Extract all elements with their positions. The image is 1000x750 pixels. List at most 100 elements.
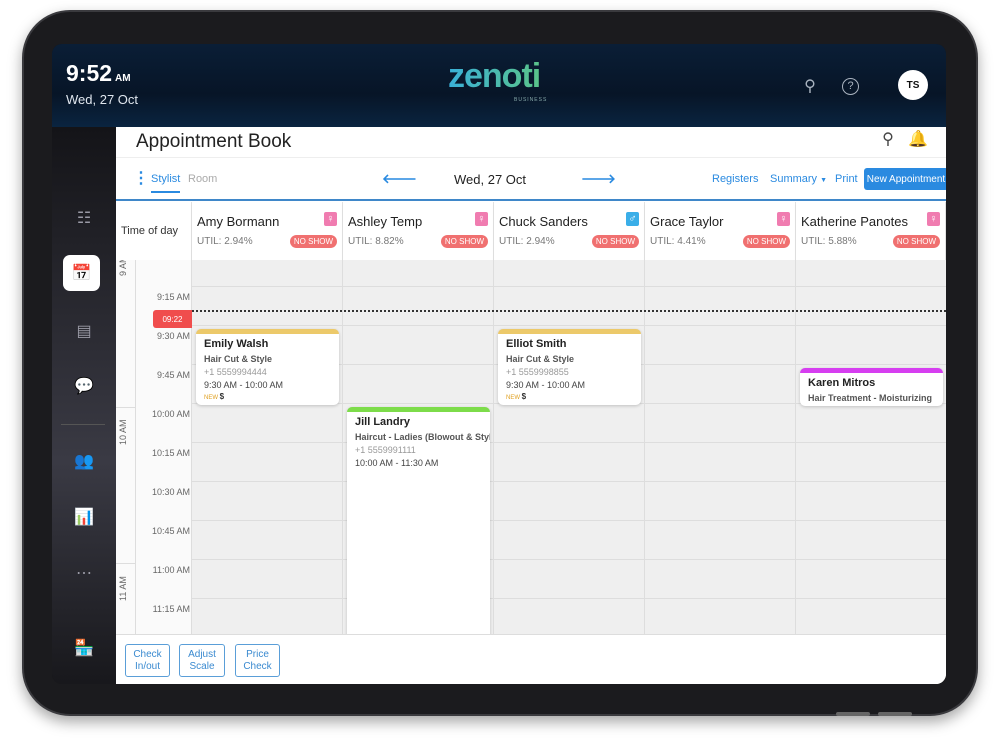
hour-divider bbox=[116, 407, 136, 408]
utilization: UTIL: 2.94% bbox=[197, 236, 253, 247]
male-icon: ♂ bbox=[626, 212, 639, 226]
check-in-out-button[interactable]: Check In/out bbox=[125, 644, 170, 677]
slot-line bbox=[192, 520, 946, 521]
new-client-badge: NEW $ bbox=[204, 392, 339, 401]
client-name: Jill Landry bbox=[355, 416, 411, 428]
search-icon[interactable]: ⚲ bbox=[804, 78, 816, 95]
store-icon[interactable]: 🏪 bbox=[74, 640, 94, 657]
caret-down-icon: ▼ bbox=[820, 177, 828, 184]
new-client-badge: NEW $ bbox=[506, 392, 641, 401]
appointment-time: 10:00 AM - 11:30 AM bbox=[355, 458, 439, 468]
zenoti-logo: zenoti bbox=[448, 57, 541, 95]
service-name: Hair Treatment - Moisturizing bbox=[808, 393, 933, 403]
hour-divider bbox=[116, 563, 136, 564]
search-icon[interactable]: ⚲ bbox=[882, 131, 894, 148]
no-show-badge[interactable]: NO SHOW bbox=[440, 235, 488, 248]
time-slot-label: 9:15 AM bbox=[156, 292, 190, 302]
slot-line bbox=[192, 442, 946, 443]
hour-strip bbox=[116, 260, 136, 634]
no-show-badge[interactable]: NO SHOW bbox=[289, 235, 337, 248]
summary-dropdown[interactable]: Summary ▼ bbox=[770, 173, 827, 185]
appointment-card[interactable]: Emily Walsh Hair Cut & Style +1 555999444… bbox=[196, 329, 339, 405]
new-appointment-button[interactable]: New Appointment bbox=[864, 168, 946, 190]
registers-link[interactable]: Registers bbox=[712, 173, 759, 185]
time-slot-label: 11:15 AM bbox=[152, 604, 190, 614]
slot-line bbox=[192, 325, 946, 326]
female-icon: ♀ bbox=[927, 212, 940, 226]
hour-label: 11 AM bbox=[118, 576, 128, 601]
guests-icon[interactable]: 👥 bbox=[74, 453, 94, 470]
slot-line bbox=[192, 559, 946, 560]
appointment-card[interactable]: Karen Mitros Hair Treatment - Moisturizi… bbox=[800, 368, 943, 406]
reports-icon[interactable]: 📊 bbox=[74, 509, 94, 526]
help-icon[interactable]: ? bbox=[842, 78, 859, 95]
stylist-column[interactable] bbox=[192, 260, 343, 634]
no-show-badge[interactable]: NO SHOW bbox=[892, 235, 940, 248]
slot-line bbox=[192, 286, 946, 287]
stylist-column[interactable] bbox=[494, 260, 645, 634]
stylist-column[interactable] bbox=[796, 260, 946, 634]
page-title: Appointment Book bbox=[136, 131, 292, 152]
stylist-column-header[interactable]: Grace Taylor UTIL: 4.41% ♀ NO SHOW bbox=[645, 202, 796, 260]
service-name: Hair Cut & Style bbox=[204, 354, 273, 364]
time-slot-label: 10:45 AM bbox=[151, 526, 190, 536]
price-indicator: $ bbox=[521, 392, 527, 401]
time-slot-label: 11:00 AM bbox=[152, 565, 190, 575]
main-panel: Appointment Book ⚲ 🔔 ⋮ Stylist Room 🡐 We… bbox=[116, 127, 946, 684]
appointment-card[interactable]: Elliot Smith Hair Cut & Style +1 55599988… bbox=[498, 329, 641, 405]
toolbar: ⋮ Stylist Room 🡐 Wed, 27 Oct 🡒 Registers… bbox=[116, 157, 946, 201]
stylist-column[interactable] bbox=[645, 260, 796, 634]
appointment-card[interactable]: Jill Landry Haircut - Ladies (Blowout & … bbox=[347, 407, 490, 634]
avatar[interactable]: TS bbox=[898, 70, 928, 100]
utilization: UTIL: 8.82% bbox=[348, 236, 404, 247]
client-phone: +1 5559998855 bbox=[506, 367, 569, 377]
summary-label: Summary bbox=[770, 173, 818, 185]
time-slot-label: 10:30 AM bbox=[151, 487, 190, 497]
calendar-icon[interactable]: 📅 bbox=[63, 255, 100, 291]
stylist-column-header[interactable]: Ashley Temp UTIL: 8.82% ♀ NO SHOW bbox=[343, 202, 494, 260]
more-icon[interactable]: ⋯ bbox=[76, 565, 92, 582]
prev-day-arrow-icon[interactable]: 🡐 bbox=[382, 171, 417, 186]
time-slot-label: 10:15 AM bbox=[151, 448, 190, 458]
device-button bbox=[836, 712, 870, 716]
print-link[interactable]: Print bbox=[835, 173, 858, 185]
price-indicator: $ bbox=[219, 392, 225, 401]
clock: 9:52 AM bbox=[66, 60, 131, 92]
sidebar: ☷ 📅 ▤ 💬 👥 📊 ⋯ 🏪 bbox=[52, 127, 116, 684]
tab-room[interactable]: Room bbox=[188, 173, 218, 185]
time-slot-label: 9:45 AM bbox=[156, 370, 190, 380]
dashboard-icon[interactable]: ☷ bbox=[76, 210, 92, 227]
price-check-button[interactable]: Price Check bbox=[235, 644, 280, 677]
slot-line bbox=[192, 481, 946, 482]
appointment-time: 9:30 AM - 10:00 AM bbox=[506, 380, 586, 390]
current-date[interactable]: Wed, 27 Oct bbox=[454, 172, 527, 187]
utilization: UTIL: 5.88% bbox=[801, 236, 857, 247]
bell-icon[interactable]: 🔔 bbox=[908, 131, 928, 148]
tab-stylist[interactable]: Stylist bbox=[151, 173, 181, 193]
device-button bbox=[878, 712, 912, 716]
no-show-badge[interactable]: NO SHOW bbox=[742, 235, 790, 248]
next-day-arrow-icon[interactable]: 🡒 bbox=[581, 171, 616, 186]
bottom-bar: Check In/out Adjust Scale Price Check bbox=[116, 634, 946, 684]
clock-time: 9:52 bbox=[66, 60, 113, 86]
status-date: Wed, 27 Oct bbox=[66, 92, 139, 107]
female-icon: ♀ bbox=[324, 212, 337, 226]
utilization: UTIL: 2.94% bbox=[499, 236, 555, 247]
female-icon: ♀ bbox=[475, 212, 488, 226]
slot-line bbox=[192, 598, 946, 599]
chat-icon[interactable]: 💬 bbox=[74, 378, 94, 395]
stylist-column-header[interactable]: Katherine Panotes UTIL: 5.88% ♀ NO SHOW bbox=[796, 202, 946, 260]
kebab-menu-icon[interactable]: ⋮ bbox=[133, 170, 149, 187]
new-label: NEW bbox=[204, 395, 218, 401]
no-show-badge[interactable]: NO SHOW bbox=[591, 235, 639, 248]
adjust-scale-button[interactable]: Adjust Scale bbox=[179, 644, 225, 677]
current-time-line bbox=[192, 310, 946, 312]
stylist-column-header[interactable]: Chuck Sanders UTIL: 2.94% ♂ NO SHOW bbox=[494, 202, 645, 260]
time-of-day-label: Time of day bbox=[121, 225, 179, 237]
current-time-marker: 09:22 bbox=[153, 310, 192, 328]
stylist-column-header[interactable]: Amy Bormann UTIL: 2.94% ♀ NO SHOW bbox=[192, 202, 343, 260]
register-icon[interactable]: ▤ bbox=[76, 323, 92, 340]
stylist-name: Amy Bormann bbox=[197, 214, 280, 229]
client-name: Karen Mitros bbox=[808, 377, 876, 389]
time-slot-label: 10:00 AM bbox=[151, 409, 190, 419]
